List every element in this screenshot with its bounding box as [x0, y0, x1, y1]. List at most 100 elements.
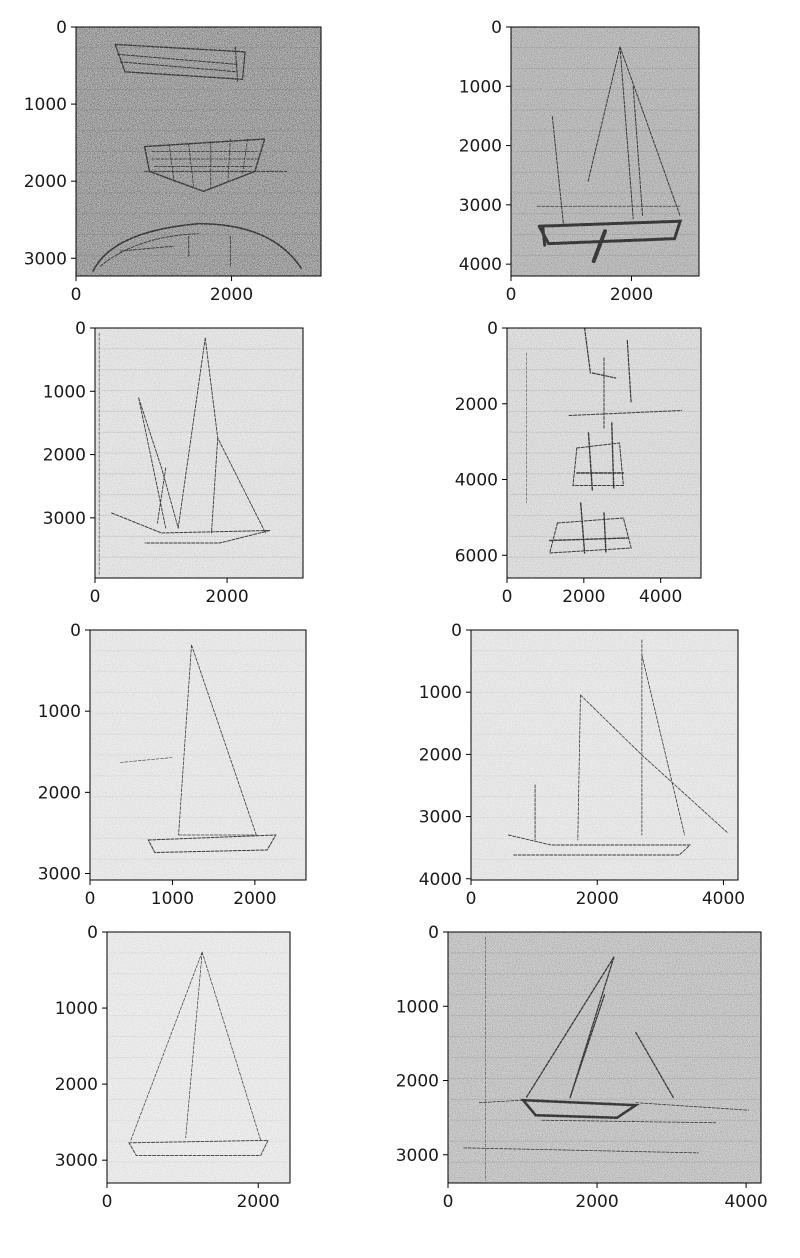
sketch-stroke	[594, 231, 605, 261]
x-tick-label: 2000	[233, 889, 276, 909]
x-tick-label: 2000	[237, 1192, 280, 1212]
sketch-stroke	[131, 952, 261, 1140]
sketch-stroke	[93, 224, 301, 271]
sketch-stroke	[139, 398, 179, 528]
sketch-drawing	[526, 328, 681, 553]
y-tick-label: 2000	[55, 1075, 98, 1095]
sketch-stroke	[179, 645, 257, 835]
panel-sloop-dark: 0 2000 0 1000 2000 3000 4000	[459, 18, 699, 305]
y-tick-label: 4000	[459, 255, 502, 275]
sketch-drawing	[99, 333, 270, 576]
sketch-stroke	[543, 229, 545, 246]
image-grain	[448, 932, 761, 1183]
sketch-stroke	[118, 47, 238, 82]
y-tick-label: 1000	[459, 77, 502, 97]
axes-frame	[106, 931, 291, 1184]
y-tick-label: 1000	[24, 95, 67, 115]
y-tick-label: 0	[56, 18, 67, 38]
sketch-drawing	[508, 640, 727, 855]
sketch-stroke	[578, 640, 728, 840]
y-tick-label: 1000	[396, 997, 439, 1017]
sketch-stroke	[115, 44, 245, 79]
axes-frame	[470, 629, 739, 881]
x-tick-label: 0	[102, 1192, 113, 1212]
sketch-stroke	[129, 1140, 268, 1155]
image-grain	[95, 328, 303, 578]
y-tick-label: 1000	[55, 999, 98, 1019]
sketch-drawing	[93, 44, 301, 271]
x-tick-label: 0	[90, 587, 101, 607]
x-tick-label: 4000	[639, 587, 682, 607]
panel-faint-sloop: 0 1000 2000 0 1000 2000 3000	[38, 621, 306, 909]
x-tick-label: 2000	[562, 587, 605, 607]
sketch-stroke	[112, 513, 270, 543]
y-tick-label: 3000	[24, 249, 67, 269]
y-tick-label: 6000	[455, 546, 498, 566]
panel-rowboat-sketches: 0 2000 0 1000 2000 3000	[24, 18, 321, 305]
sketch-stroke	[148, 835, 275, 853]
sketch-stroke	[585, 328, 632, 403]
sketch-stroke	[577, 423, 624, 491]
y-tick-label: 2000	[419, 745, 462, 765]
y-tick-label: 2000	[396, 1072, 439, 1092]
y-tick-label: 2000	[455, 395, 498, 415]
sketch-stroke	[569, 358, 682, 428]
sketch-stroke	[526, 957, 673, 1098]
sketch-stroke	[152, 139, 257, 189]
x-tick-label: 4000	[724, 1192, 767, 1212]
y-tick-label: 0	[491, 18, 502, 38]
y-tick-label: 0	[451, 621, 462, 641]
y-tick-label: 4000	[419, 870, 462, 890]
y-tick-label: 3000	[43, 509, 86, 529]
x-tick-label: 0	[506, 285, 517, 305]
x-tick-label: 0	[85, 889, 96, 909]
sketch-stroke	[552, 87, 642, 226]
axes-frame	[506, 327, 702, 579]
y-tick-label: 3000	[419, 808, 462, 828]
axes-frame	[510, 26, 700, 277]
y-tick-label: 0	[87, 923, 98, 943]
y-tick-label: 1000	[38, 702, 81, 722]
sketch-stroke	[588, 47, 680, 219]
panel-sailboat-waves: 0 2000 4000 0 1000 2000 3000	[396, 923, 768, 1212]
x-tick-label: 2000	[210, 285, 253, 305]
x-tick-label: 1000	[151, 889, 194, 909]
y-tick-label: 0	[428, 923, 439, 943]
panel-light-sloop: 0 2000 0 1000 2000 3000	[55, 923, 290, 1212]
sketch-stroke	[178, 338, 265, 533]
sketch-drawing	[464, 937, 749, 1180]
sketch-drawing	[120, 645, 276, 853]
y-tick-label: 3000	[459, 196, 502, 216]
x-tick-label: 2000	[205, 587, 248, 607]
sketch-stroke	[101, 234, 231, 266]
y-tick-label: 3000	[38, 865, 81, 885]
x-tick-label: 0	[443, 1192, 454, 1212]
y-tick-label: 3000	[55, 1151, 98, 1171]
y-tick-label: 2000	[24, 172, 67, 192]
x-tick-label: 2000	[610, 285, 653, 305]
sketch-stroke	[550, 518, 631, 553]
axes-frame	[75, 26, 322, 277]
y-tick-label: 4000	[455, 471, 498, 491]
x-tick-label: 2000	[575, 1192, 618, 1212]
sketch-stroke	[120, 758, 172, 763]
sketch-stroke	[539, 221, 680, 243]
axes-frame	[94, 327, 304, 579]
sketch-stroke	[145, 139, 265, 191]
sketch-drawing	[537, 47, 680, 261]
image-grain	[471, 630, 738, 880]
x-tick-label: 0	[71, 285, 82, 305]
y-tick-label: 1000	[43, 382, 86, 402]
y-tick-label: 2000	[43, 446, 86, 466]
axes-frame	[447, 931, 762, 1184]
sketch-stroke	[550, 503, 628, 553]
x-tick-label: 2000	[576, 889, 619, 909]
sketch-stroke	[573, 443, 623, 486]
y-tick-label: 3000	[396, 1146, 439, 1166]
y-tick-label: 2000	[459, 137, 502, 157]
panel-schooner-sketch: 0 2000 0 1000 2000 3000	[43, 319, 303, 607]
axes-frame	[89, 629, 307, 881]
x-tick-label: 0	[502, 587, 513, 607]
